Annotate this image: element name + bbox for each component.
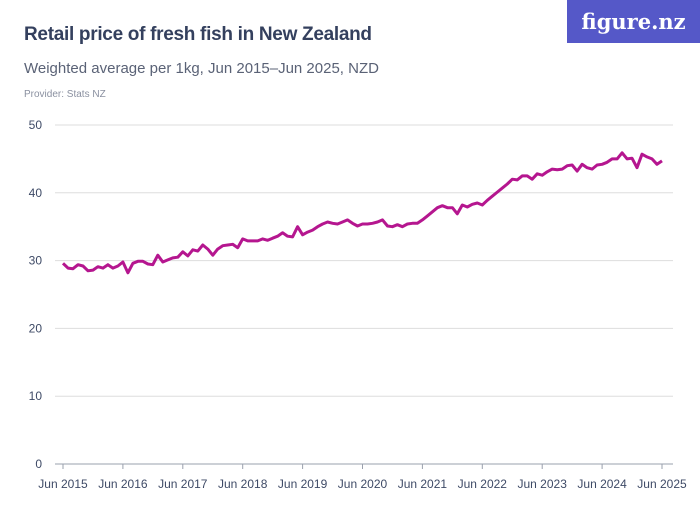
x-tick-label: Jun 2022	[458, 477, 508, 491]
x-tick-label: Jun 2018	[218, 477, 268, 491]
x-tick-label: Jun 2016	[98, 477, 148, 491]
y-tick-label: 50	[29, 118, 43, 132]
y-tick-label: 30	[29, 254, 43, 268]
x-tick-label: Jun 2019	[278, 477, 328, 491]
x-tick-label: Jun 2017	[158, 477, 208, 491]
y-tick-label: 40	[29, 186, 43, 200]
x-tick-label: Jun 2020	[338, 477, 388, 491]
series-line[interactable]	[61, 151, 663, 275]
x-tick-label: Jun 2023	[518, 477, 568, 491]
x-tick-label: Jun 2015	[38, 477, 88, 491]
chart-subtitle: Weighted average per 1kg, Jun 2015–Jun 2…	[24, 60, 379, 77]
figure-nz-logo[interactable]: figure.nz	[567, 0, 700, 43]
x-tick-label: Jun 2025	[637, 477, 687, 491]
x-tick-label: Jun 2021	[398, 477, 448, 491]
provider-label: Provider: Stats NZ	[24, 89, 106, 100]
y-tick-label: 10	[29, 389, 43, 403]
y-tick-label: 0	[35, 457, 42, 471]
y-tick-label: 20	[29, 321, 43, 335]
x-tick-label: Jun 2024	[577, 477, 627, 491]
chart-title: Retail price of fresh fish in New Zealan…	[24, 24, 372, 45]
